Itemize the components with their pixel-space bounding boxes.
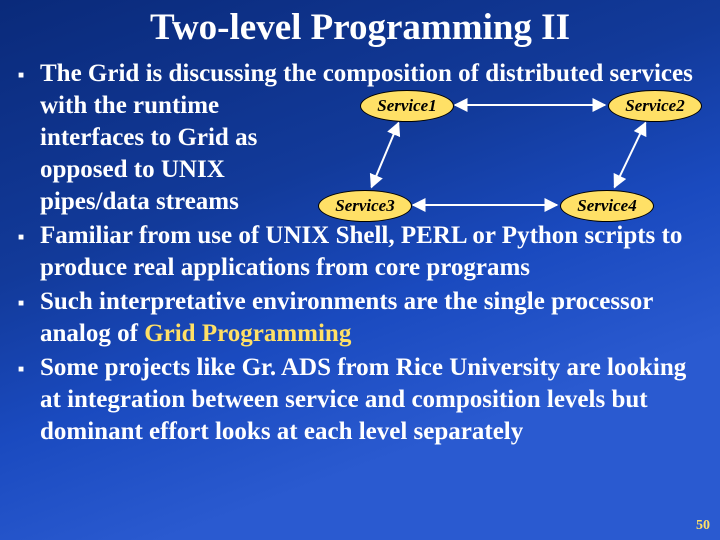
bullet-marker-icon: ■ bbox=[18, 364, 40, 377]
service-node-s3: Service3 bbox=[318, 190, 412, 222]
bullet-marker-icon: ■ bbox=[18, 232, 40, 245]
service-node-s2: Service2 bbox=[608, 90, 702, 122]
bullet-text: Such interpretative environments are the… bbox=[40, 286, 702, 350]
bullet-text: Familiar from use of UNIX Shell, PERL or… bbox=[40, 220, 702, 284]
bullet-marker-icon: ■ bbox=[18, 70, 40, 83]
slide-title: Two-level Programming II bbox=[0, 6, 720, 49]
bullet-item: ■Such interpretative environments are th… bbox=[18, 286, 702, 350]
bullet-text: Some projects like Gr. ADS from Rice Uni… bbox=[40, 352, 702, 448]
slide: Two-level Programming II ■The Grid is di… bbox=[0, 0, 720, 540]
bullet-marker-icon: ■ bbox=[18, 298, 40, 311]
service-node-s1: Service1 bbox=[360, 90, 454, 122]
service-node-s4: Service4 bbox=[560, 190, 654, 222]
bullet-item: ■Some projects like Gr. ADS from Rice Un… bbox=[18, 352, 702, 448]
bullet-item: ■Familiar from use of UNIX Shell, PERL o… bbox=[18, 220, 702, 284]
page-number: 50 bbox=[696, 518, 710, 534]
bullet-list: ■The Grid is discussing the composition … bbox=[18, 58, 702, 450]
